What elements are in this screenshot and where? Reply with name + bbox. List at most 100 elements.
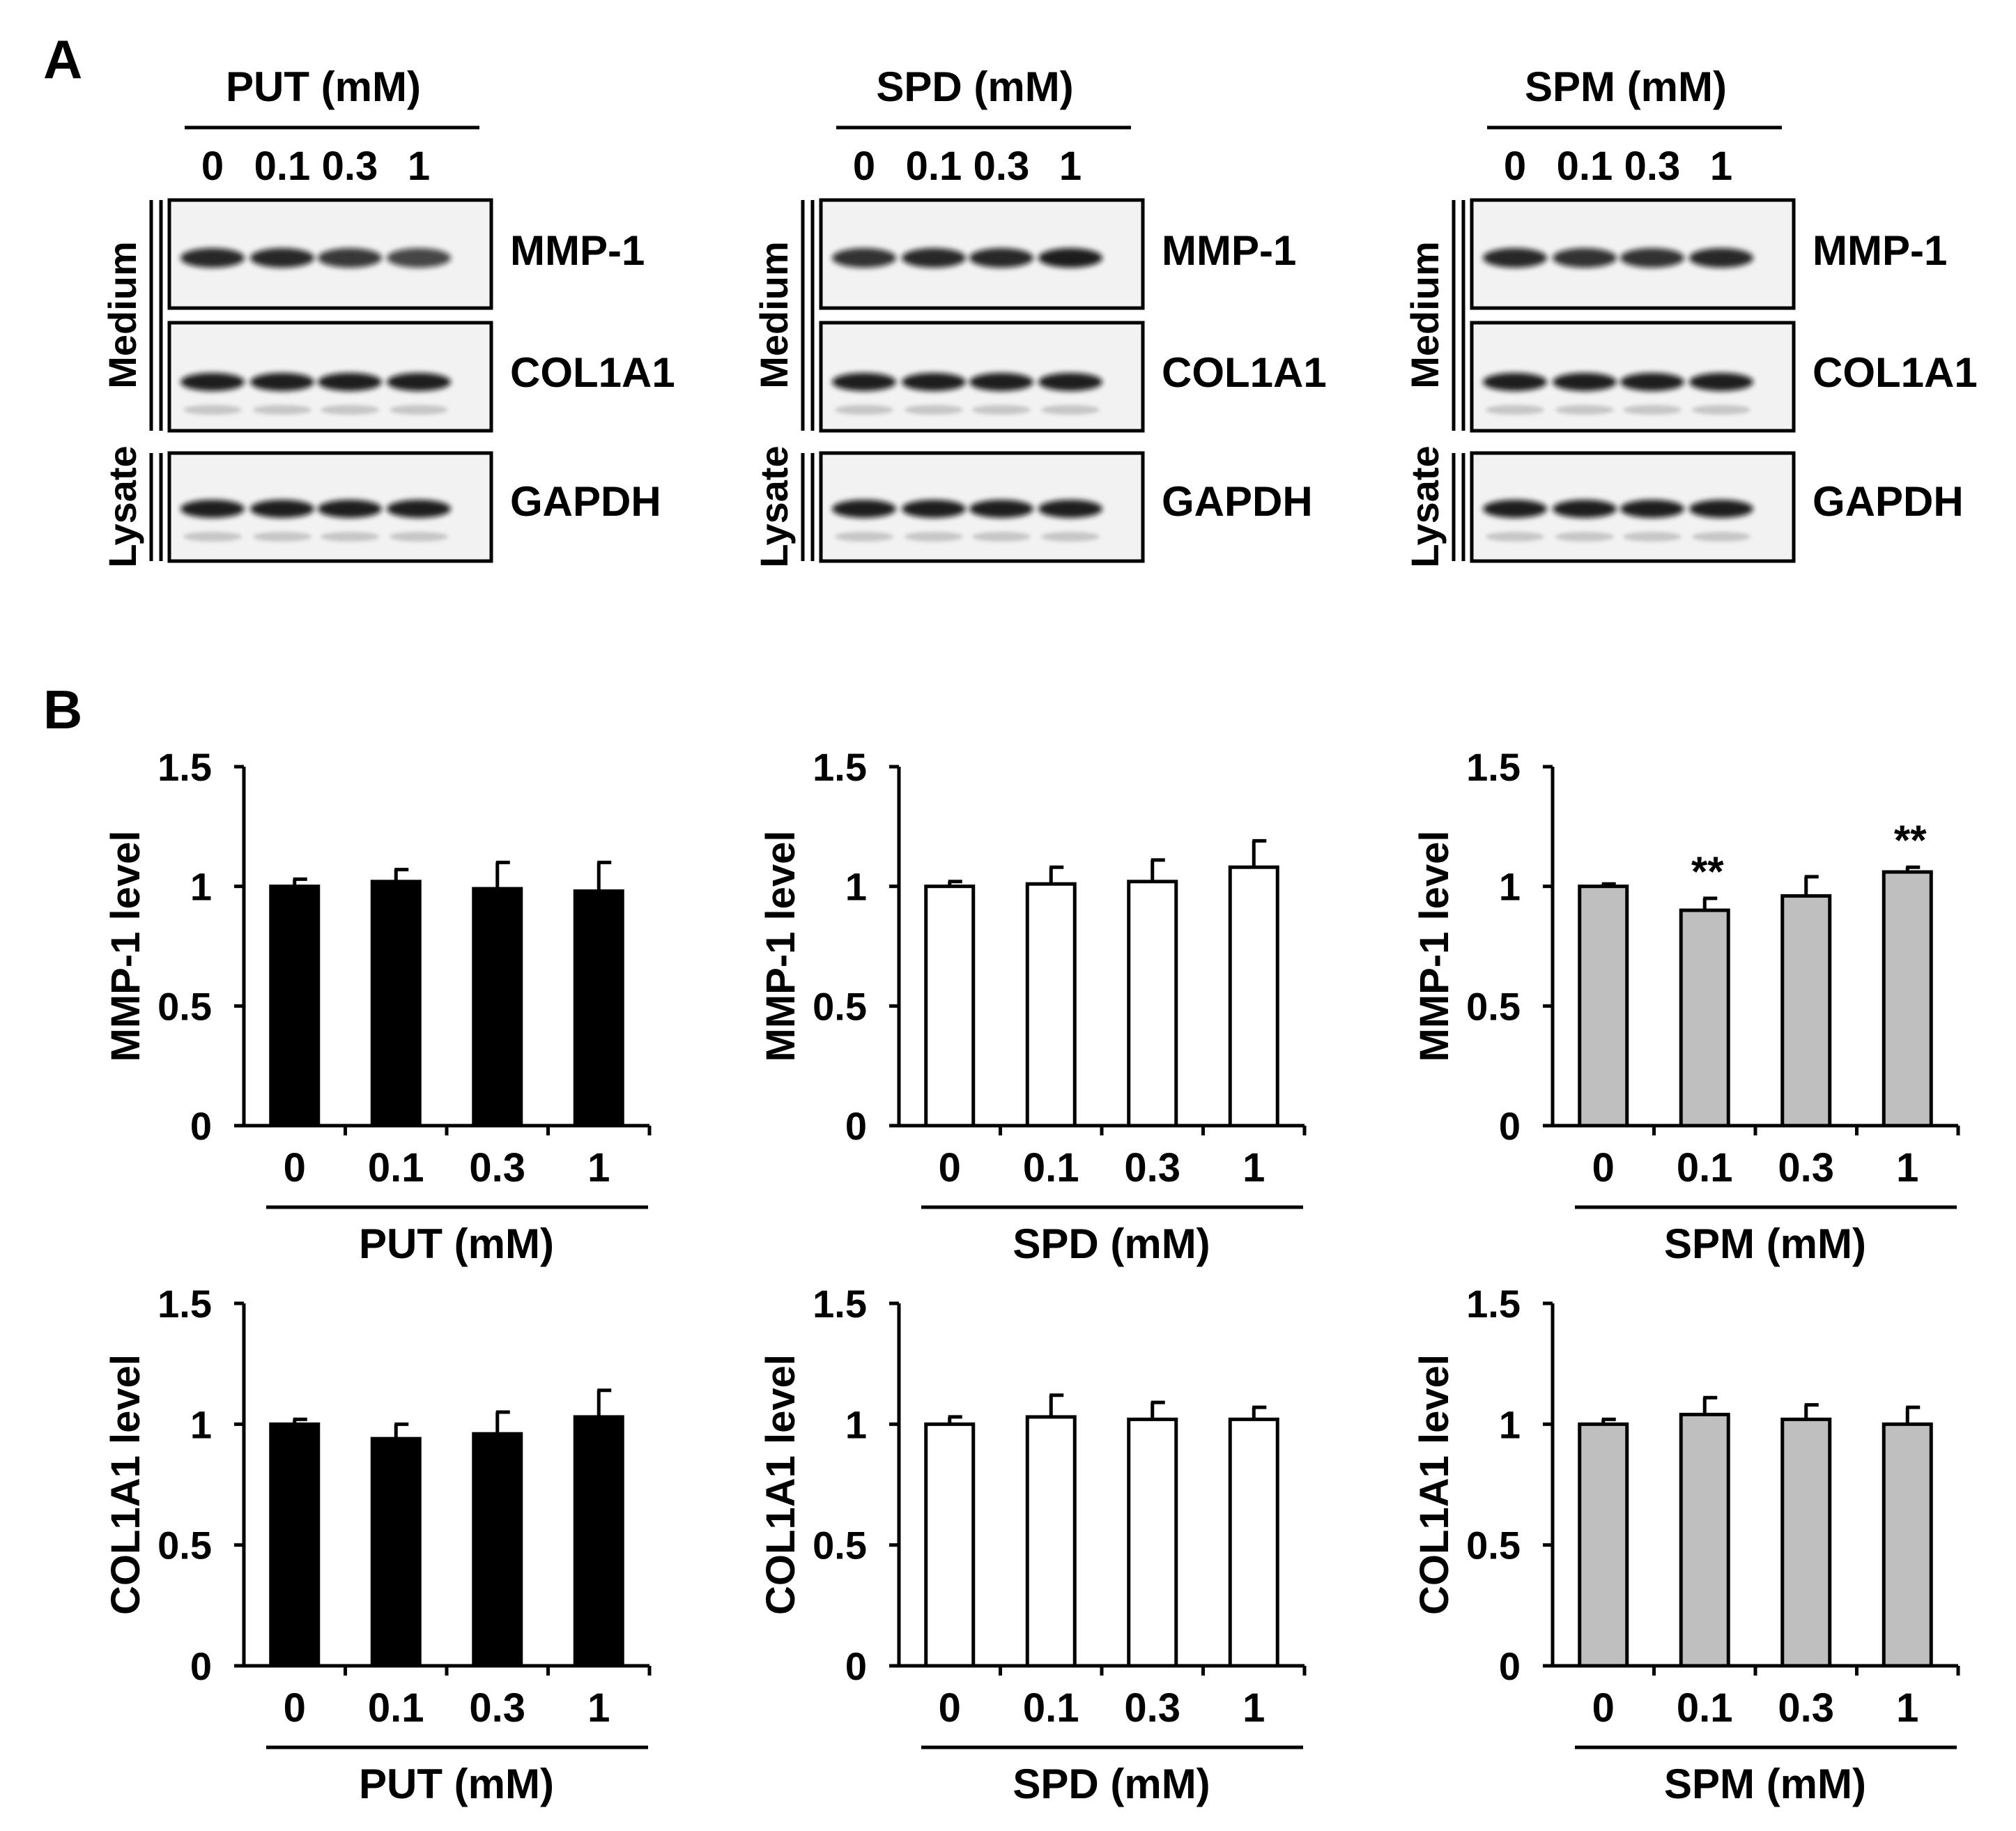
blot-band	[832, 373, 896, 391]
x-tick-label: 0.3	[469, 1145, 525, 1190]
y-tick-label: 1	[845, 865, 867, 909]
x-tick-label: 0.3	[1778, 1145, 1834, 1190]
blot-band	[387, 500, 451, 518]
blot-lane-label: 0.3	[322, 144, 378, 189]
bar	[573, 1415, 624, 1668]
x-tick-label: 0.1	[1677, 1685, 1733, 1731]
blot-faint-band	[905, 405, 963, 415]
x-tick-label: 1	[1896, 1145, 1918, 1190]
blot-band	[902, 248, 966, 268]
y-tick-label: 0.5	[1466, 1524, 1521, 1568]
blot-treatment-label: SPM (mM)	[1525, 63, 1727, 110]
bar	[1679, 1412, 1730, 1668]
x-tick-label: 1	[587, 1685, 610, 1731]
blot-faint-band	[1486, 532, 1544, 542]
blot-membrane	[167, 451, 493, 563]
y-tick-label: 0	[190, 1104, 212, 1148]
blot-lane-label: 0.1	[906, 144, 962, 189]
blot-band	[832, 500, 896, 518]
bar	[1228, 865, 1279, 1128]
blot-treatment-label: SPD (mM)	[876, 63, 1073, 110]
blot-band-label: GAPDH	[1813, 478, 1964, 525]
blot-group-label: Lysate	[752, 445, 796, 567]
x-tick-label: 0	[939, 1685, 961, 1731]
blot-membrane	[819, 321, 1145, 433]
blot-band-label: COL1A1	[1813, 349, 1978, 396]
blot-faint-band	[1555, 532, 1614, 542]
blot-band	[1038, 248, 1102, 268]
blot-group-label: Medium	[1403, 241, 1447, 389]
x-tick-label: 0.1	[1677, 1145, 1733, 1190]
x-tick-label: 0	[1592, 1145, 1615, 1190]
blot-band-label: COL1A1	[1162, 349, 1327, 396]
y-tick-label: 0.5	[157, 984, 212, 1028]
bar	[1578, 1422, 1629, 1668]
blot-membrane	[1470, 321, 1796, 433]
x-tick-label: 1	[587, 1145, 610, 1190]
y-tick-label: 0.5	[1466, 984, 1521, 1028]
blot-group-label: Lysate	[100, 445, 144, 567]
blot-band	[180, 373, 245, 391]
bar	[472, 887, 523, 1128]
bar	[1780, 1417, 1832, 1668]
bar	[1882, 870, 1933, 1128]
blot-band	[1620, 500, 1684, 518]
blot-faint-band	[972, 405, 1031, 415]
x-tick-label: 0.1	[368, 1685, 424, 1731]
x-axis-label: SPD (mM)	[1013, 1220, 1210, 1267]
y-tick-label: 1.5	[157, 1282, 212, 1326]
y-axis-label: COL1A1 level	[1412, 1354, 1457, 1615]
blot-faint-band	[321, 532, 379, 542]
blot-band-label: MMP-1	[1813, 227, 1947, 274]
blot-band	[318, 373, 382, 391]
y-tick-label: 0.5	[157, 1524, 212, 1568]
blot-membrane	[167, 198, 493, 310]
blot-faint-band	[183, 532, 242, 542]
blot-band	[1553, 373, 1617, 391]
y-tick-label: 1.5	[157, 745, 212, 789]
y-axis-label: MMP-1 level	[1412, 831, 1457, 1062]
blot-band-label: COL1A1	[510, 349, 675, 396]
blot-band	[832, 248, 896, 268]
x-tick-label: 0.3	[469, 1685, 525, 1731]
y-axis-label: COL1A1 level	[103, 1354, 148, 1615]
x-axis-label: PUT (mM)	[359, 1220, 554, 1267]
y-tick-label: 0	[845, 1104, 867, 1148]
x-axis-label: SPD (mM)	[1013, 1761, 1210, 1807]
bar	[269, 884, 321, 1128]
blot-band	[250, 248, 314, 268]
blot-faint-band	[905, 532, 963, 542]
blot-lane-label: 0.3	[974, 144, 1030, 189]
x-axis-label: PUT (mM)	[359, 1761, 554, 1807]
blot-lane-label: 1	[1710, 144, 1732, 189]
y-tick-label: 1.5	[813, 1282, 867, 1326]
bar	[1127, 1417, 1178, 1668]
y-tick-label: 0.5	[813, 1524, 867, 1568]
panel-a-label: A	[43, 29, 82, 90]
western-blot-panels: PUT (mM)0 0.1 0.3 1MMP-1COL1A1GAPDHMediumLy…	[100, 63, 1978, 568]
blot-band-label: MMP-1	[510, 227, 645, 274]
blot-band	[1689, 248, 1753, 268]
x-tick-label: 0.1	[368, 1145, 424, 1190]
y-axis-label: MMP-1 level	[758, 831, 803, 1062]
blot-faint-band	[1692, 405, 1750, 415]
blot-band	[1620, 373, 1684, 391]
blot-faint-band	[1555, 405, 1614, 415]
blot-faint-band	[321, 405, 379, 415]
blot-band	[1620, 248, 1684, 268]
blot-faint-band	[253, 405, 311, 415]
blot-band	[969, 373, 1033, 391]
bar	[472, 1432, 523, 1668]
x-tick-label: 1	[1896, 1685, 1918, 1731]
blot-band	[1038, 373, 1102, 391]
y-tick-label: 1.5	[813, 745, 867, 789]
blot-faint-band	[390, 532, 448, 542]
x-tick-label: 0.3	[1778, 1685, 1834, 1731]
blot-group-label: Medium	[100, 241, 144, 389]
blot-band	[387, 248, 451, 268]
